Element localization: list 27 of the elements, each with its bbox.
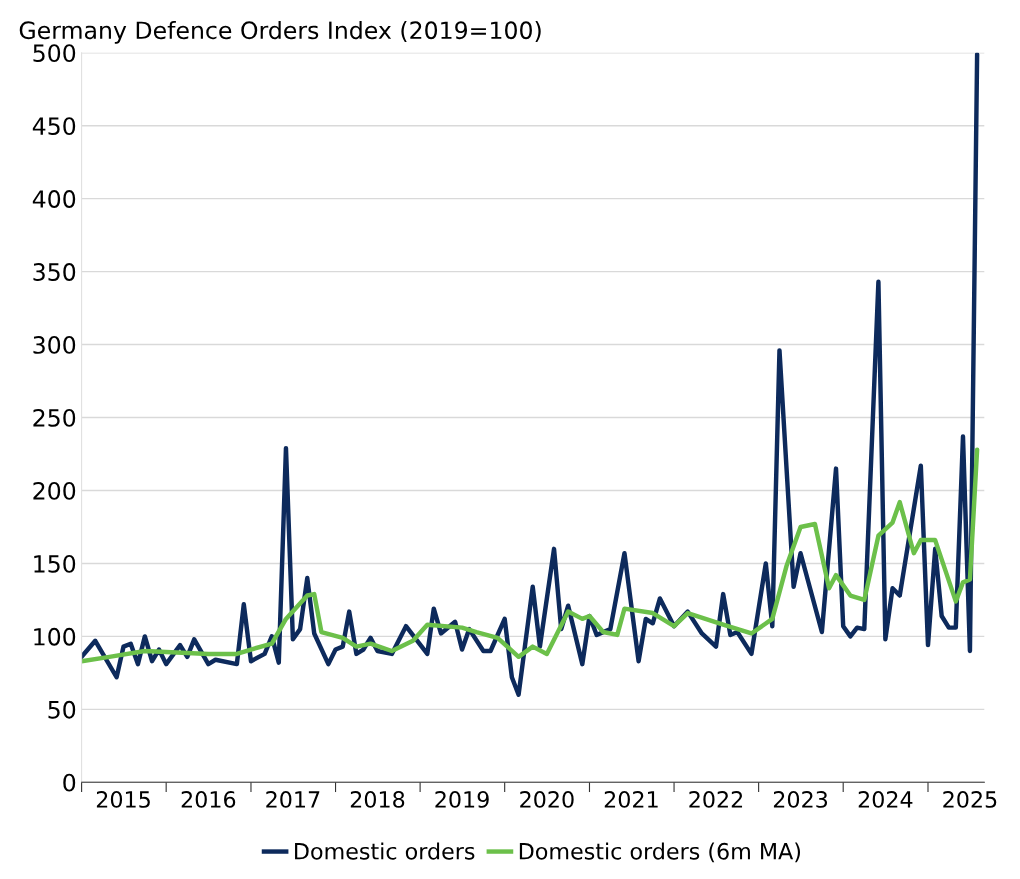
y-tick-label: 100 [34,627,76,646]
chart-title: Germany Defence Orders Index (2019=100) [19,20,541,44]
x-tick-label: 2016 [181,791,236,808]
x-tick-label: 2015 [96,791,150,808]
x-tick-label: 2021 [604,791,658,808]
x-tick-label: 2020 [520,791,574,808]
x-tick-label: 2019 [435,791,489,808]
y-tick-label: 400 [32,190,76,208]
x-tick-label: 2025 [943,791,997,808]
y-tick-label: 0 [63,773,76,792]
y-tick-label: 250 [33,408,76,427]
y-tick-label: 50 [48,700,76,719]
legend-label: Domestic orders (6m MA) [519,842,801,863]
y-tick-label: 350 [33,263,76,281]
line-series [81,52,980,697]
line-series [81,447,980,664]
x-tick-label: 2024 [858,791,913,808]
x-tick-label: 2017 [266,791,320,808]
x-tick-label: 2022 [689,791,743,808]
x-tick-label: 2023 [773,791,828,808]
y-tick-label: 500 [33,44,76,63]
legend-label: Domestic orders [295,842,475,860]
y-tick-label: 200 [33,481,76,500]
y-tick-label: 300 [33,336,76,354]
x-tick-label: 2018 [350,791,405,808]
y-tick-label: 450 [32,117,76,135]
y-tick-label: 150 [34,554,76,573]
